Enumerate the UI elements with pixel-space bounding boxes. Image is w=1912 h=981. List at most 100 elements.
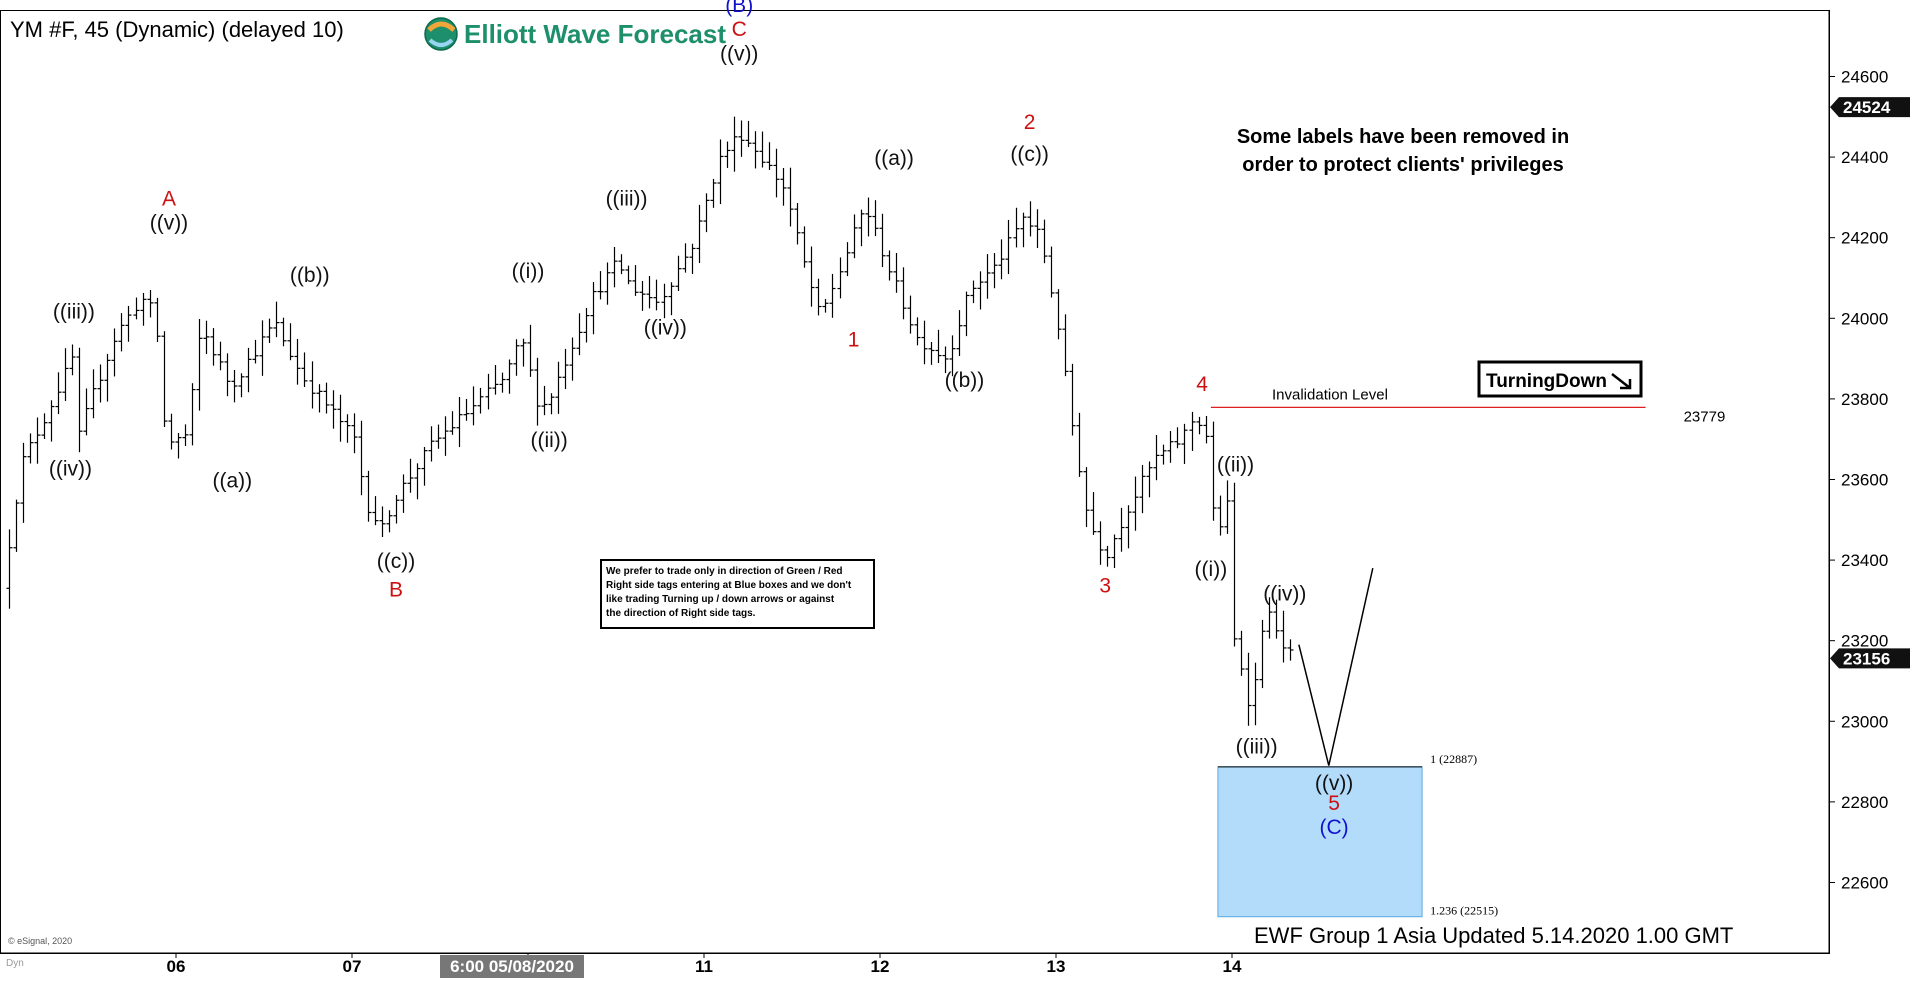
price-bar [407,458,414,493]
price-bar [1034,209,1041,249]
wave-label: ((iv)) [49,457,92,480]
price-tag-label: 24524 [1843,98,1891,117]
wave-label: ((v)) [150,212,188,235]
price-bar [182,424,189,447]
blue-box [1217,766,1423,918]
price-bar [238,373,245,398]
y-tick-label: 23000 [1841,712,1888,731]
y-tick-label: 24400 [1841,148,1888,167]
price-bar [745,120,752,148]
trade-note-line-2: Right side tags entering at Blue boxes a… [606,580,852,591]
x-tick-label: 11 [695,957,713,976]
price-bar [794,203,801,245]
price-tag [1830,648,1910,669]
x-tick-label: 07 [343,957,362,976]
y-tick-label: 23400 [1841,551,1888,570]
price-bar [1097,521,1104,565]
price-bar [639,281,646,311]
price-bar [513,339,520,376]
price-bar [1196,416,1203,435]
price-bar [13,499,20,552]
wave-label: ((iii)) [606,187,648,210]
price-bar [914,317,921,346]
price-bar [1210,421,1217,521]
wave-label: A [162,187,176,210]
price-bar [717,139,724,205]
price-bar [1174,427,1181,449]
price-bar [1111,534,1118,569]
invalidation-value: 23779 [1684,408,1726,425]
price-bar [231,369,238,403]
price-bar [55,372,62,415]
wave-label: ((ii)) [1217,453,1254,476]
price-bar [1076,412,1083,477]
price-bar [1027,201,1034,237]
price-bar [970,280,977,304]
projection-line [1298,567,1374,766]
symbol-title: YM #F, 45 (Dynamic) (delayed 10) [10,17,344,42]
price-bar [921,320,928,365]
blue-box-bottom-label: 1.236 (22515) [1430,904,1498,918]
wave-label: (C) [1320,816,1349,839]
wave-label: ((b)) [290,264,330,287]
price-bar [140,292,147,326]
wave-label: ((iv)) [644,316,687,339]
price-bar [808,246,815,307]
price-bar [379,506,386,537]
price-bar [316,384,323,413]
price-bar [449,411,456,435]
price-bar [1132,476,1139,531]
price-bar [991,253,998,289]
price-bar [6,529,13,609]
price-bar [597,271,604,300]
price-bar [675,255,682,292]
price-bar [189,383,196,446]
price-bar [477,387,484,414]
price-bar [858,209,865,247]
price-bar [1280,610,1287,663]
price-bar [111,328,118,377]
price-bar [998,239,1005,280]
price-bar [590,282,597,335]
price-bar [710,178,717,208]
price-bar [801,226,808,268]
wave-label: 2 [1024,111,1036,134]
y-tick-label: 23200 [1841,632,1888,651]
price-bar [435,424,442,449]
price-bar [548,393,555,415]
wave-label: ((v)) [720,42,758,65]
price-bar [928,341,935,365]
price-bar [125,305,132,342]
price-bar [1153,434,1160,481]
price-bar [787,167,794,227]
price-bar [1259,619,1266,689]
price-bar [400,474,407,513]
price-bar [604,262,611,305]
price-bar [1252,662,1259,726]
y-tick-label: 23800 [1841,390,1888,409]
price-bar [224,353,231,397]
globe-icon [424,17,458,51]
price-bar [935,329,942,364]
wave-label: 4 [1196,373,1208,396]
price-bar [470,386,477,426]
y-tick-label: 22600 [1841,873,1888,892]
price-bar [752,131,759,169]
price-bar [175,433,182,459]
price-bar [76,347,83,453]
price-bar [534,357,541,426]
price-bar [1287,639,1294,661]
price-bar [773,148,780,198]
price-bar [506,359,513,394]
price-bar [1069,363,1076,436]
wave-label: ((iv)) [1263,582,1306,605]
price-bar [1245,652,1252,726]
price-bar [196,319,203,411]
price-bar [245,347,252,393]
price-tag-label: 23156 [1843,649,1890,668]
price-bar [252,339,259,364]
price-bar [210,328,217,366]
price-bar [1104,545,1111,567]
wave-label: (B) [725,0,753,17]
price-bar [1238,630,1245,676]
